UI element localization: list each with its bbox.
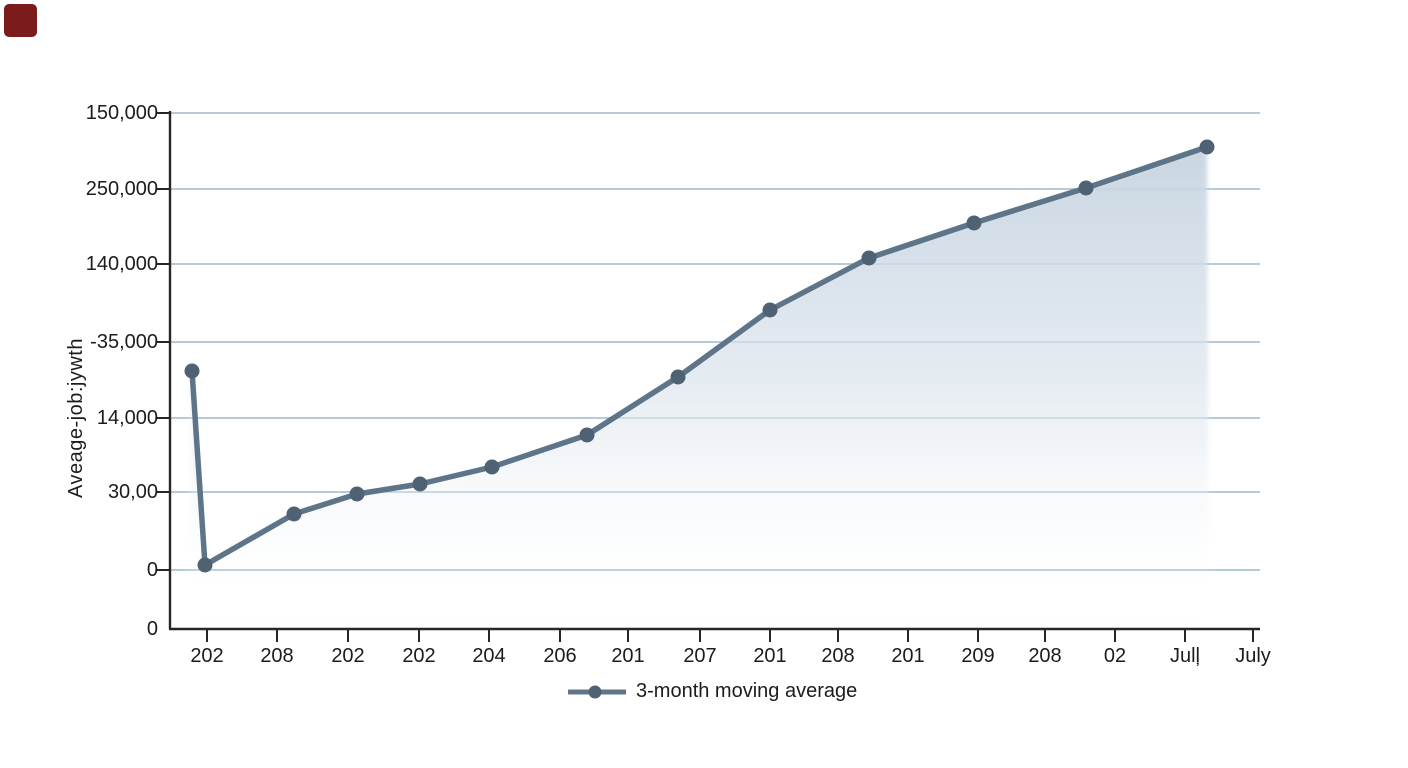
y-tick-label: 14,000: [96, 407, 158, 429]
x-tick-label: 201: [891, 645, 925, 667]
y-tick-label: 30,00: [107, 481, 158, 503]
x-tick-label: 202: [190, 645, 224, 667]
y-tick-label: 250,000: [85, 178, 158, 200]
x-tick-label: July: [1235, 645, 1271, 667]
data-point-marker: [670, 369, 686, 385]
x-tick-label: 202: [331, 645, 365, 667]
data-point-marker: [484, 459, 500, 475]
x-tick-label: 206: [543, 645, 577, 667]
y-tick-label: 150,000: [85, 102, 158, 124]
data-point-marker: [184, 363, 200, 379]
x-tick-label: 208: [1028, 645, 1062, 667]
x-tick-label: 201: [611, 645, 645, 667]
x-tick-label: 02: [1103, 645, 1127, 667]
data-point-marker: [1199, 139, 1215, 155]
x-tick-label: 201: [753, 645, 787, 667]
x-tick-label: 204: [472, 645, 506, 667]
legend: 3-month moving average: [568, 680, 857, 703]
x-tick-label: Julļ: [1169, 645, 1200, 667]
x-tick-label: 209: [961, 645, 995, 667]
y-tick-label: 140,000: [85, 253, 158, 275]
area-fill: [190, 147, 1209, 616]
data-point-marker: [412, 476, 428, 492]
data-point-marker: [861, 250, 877, 266]
data-point-marker: [579, 427, 595, 443]
data-point-marker: [349, 486, 365, 502]
legend-line-marker-icon: [568, 685, 626, 698]
data-point-marker: [1078, 180, 1094, 196]
data-point-marker: [286, 506, 302, 522]
y-tick-label: -35,000: [90, 331, 158, 353]
data-point-marker: [966, 215, 982, 231]
corner-mark: [4, 4, 37, 37]
x-tick-label: 202: [402, 645, 436, 667]
x-tick-label: 208: [821, 645, 855, 667]
x-tick-label: 208: [260, 645, 294, 667]
data-point-marker: [197, 557, 213, 573]
data-point-marker: [762, 302, 778, 318]
y-tick-label: 0: [146, 559, 158, 581]
y-tick-label: 0: [146, 618, 158, 640]
x-tick-label: 207: [683, 645, 717, 667]
legend-label: 3-month moving average: [636, 680, 858, 702]
